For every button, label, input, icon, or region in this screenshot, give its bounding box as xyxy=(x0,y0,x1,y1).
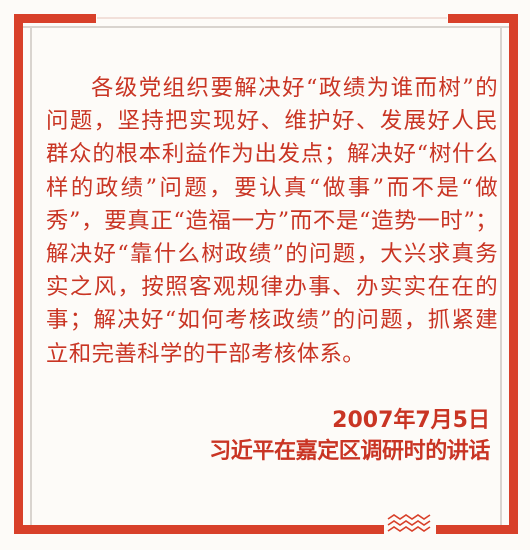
frame-line-right xyxy=(500,26,502,525)
frame-bar-right xyxy=(509,14,518,534)
frame-bar-left xyxy=(14,14,23,534)
frame-line-top xyxy=(23,26,509,28)
zigzag-ornament-icon xyxy=(387,514,431,532)
frame-bar-top-right xyxy=(448,14,518,23)
frame-bar-bottom-right xyxy=(436,525,518,534)
frame-bar-bottom-left xyxy=(14,525,384,534)
frame-bar-top-left xyxy=(14,14,96,23)
quote-text: 各级党组织要解决好“政绩为谁而树”的问题，坚持把实现好、维护好、发展好人民群众的… xyxy=(46,75,498,367)
attribution-date: 2007年7月5日 xyxy=(332,408,490,433)
attribution-source: 习近平在嘉定区调研时的讲话 xyxy=(209,439,490,464)
ornament-top-icon xyxy=(97,17,447,19)
frame-line-left xyxy=(30,26,32,525)
